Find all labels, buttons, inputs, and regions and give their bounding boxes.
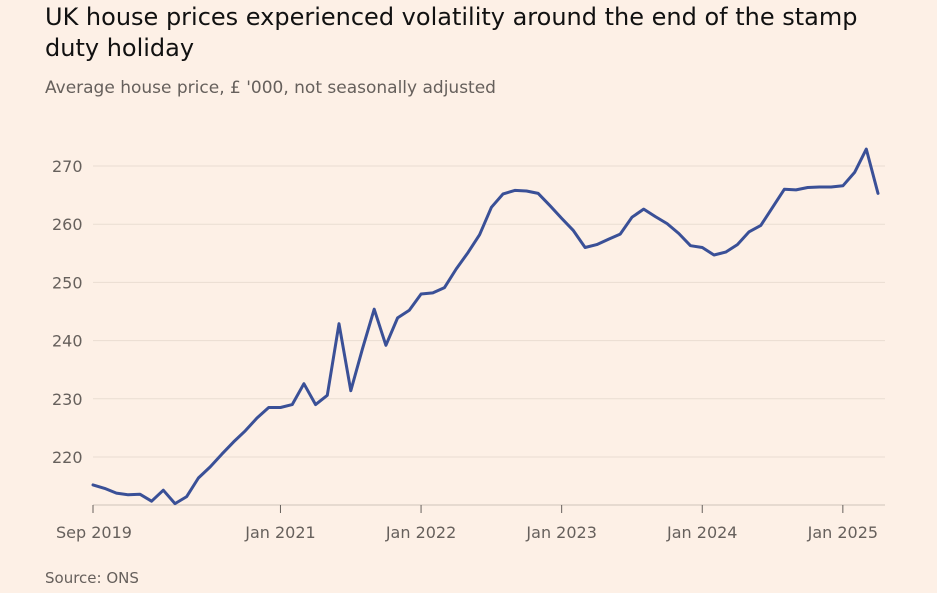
y-tick-label: 260: [52, 215, 83, 234]
chart-subtitle: Average house price, £ '000, not seasona…: [45, 78, 496, 98]
x-tick-label: Jan 2022: [385, 523, 456, 542]
x-axis-ticks: Sep 2019 Jan 2021 Jan 2022 Jan 2023 Jan 2024…: [56, 505, 878, 542]
x-tick-label: Jan 2023: [525, 523, 596, 542]
series-group: [91, 147, 880, 506]
y-tick-label: 220: [52, 448, 83, 467]
gridlines: [93, 165, 885, 458]
chart-source: Source: ONS: [45, 569, 139, 587]
series-line: [91, 147, 880, 506]
y-tick-label: 230: [52, 390, 83, 409]
chart-title: UK house prices experienced volatility a…: [45, 3, 858, 62]
y-axis-ticks: 220 230 240 250 260 270: [52, 157, 83, 467]
x-tick-label: Jan 2021: [244, 523, 315, 542]
y-tick-label: 250: [52, 273, 83, 292]
y-tick-label: 240: [52, 332, 83, 351]
x-tick-label: Sep 2019: [56, 523, 132, 542]
x-tick-label: Jan 2024: [666, 523, 737, 542]
y-tick-label: 270: [52, 157, 83, 176]
x-tick-label: Jan 2025: [807, 523, 878, 542]
